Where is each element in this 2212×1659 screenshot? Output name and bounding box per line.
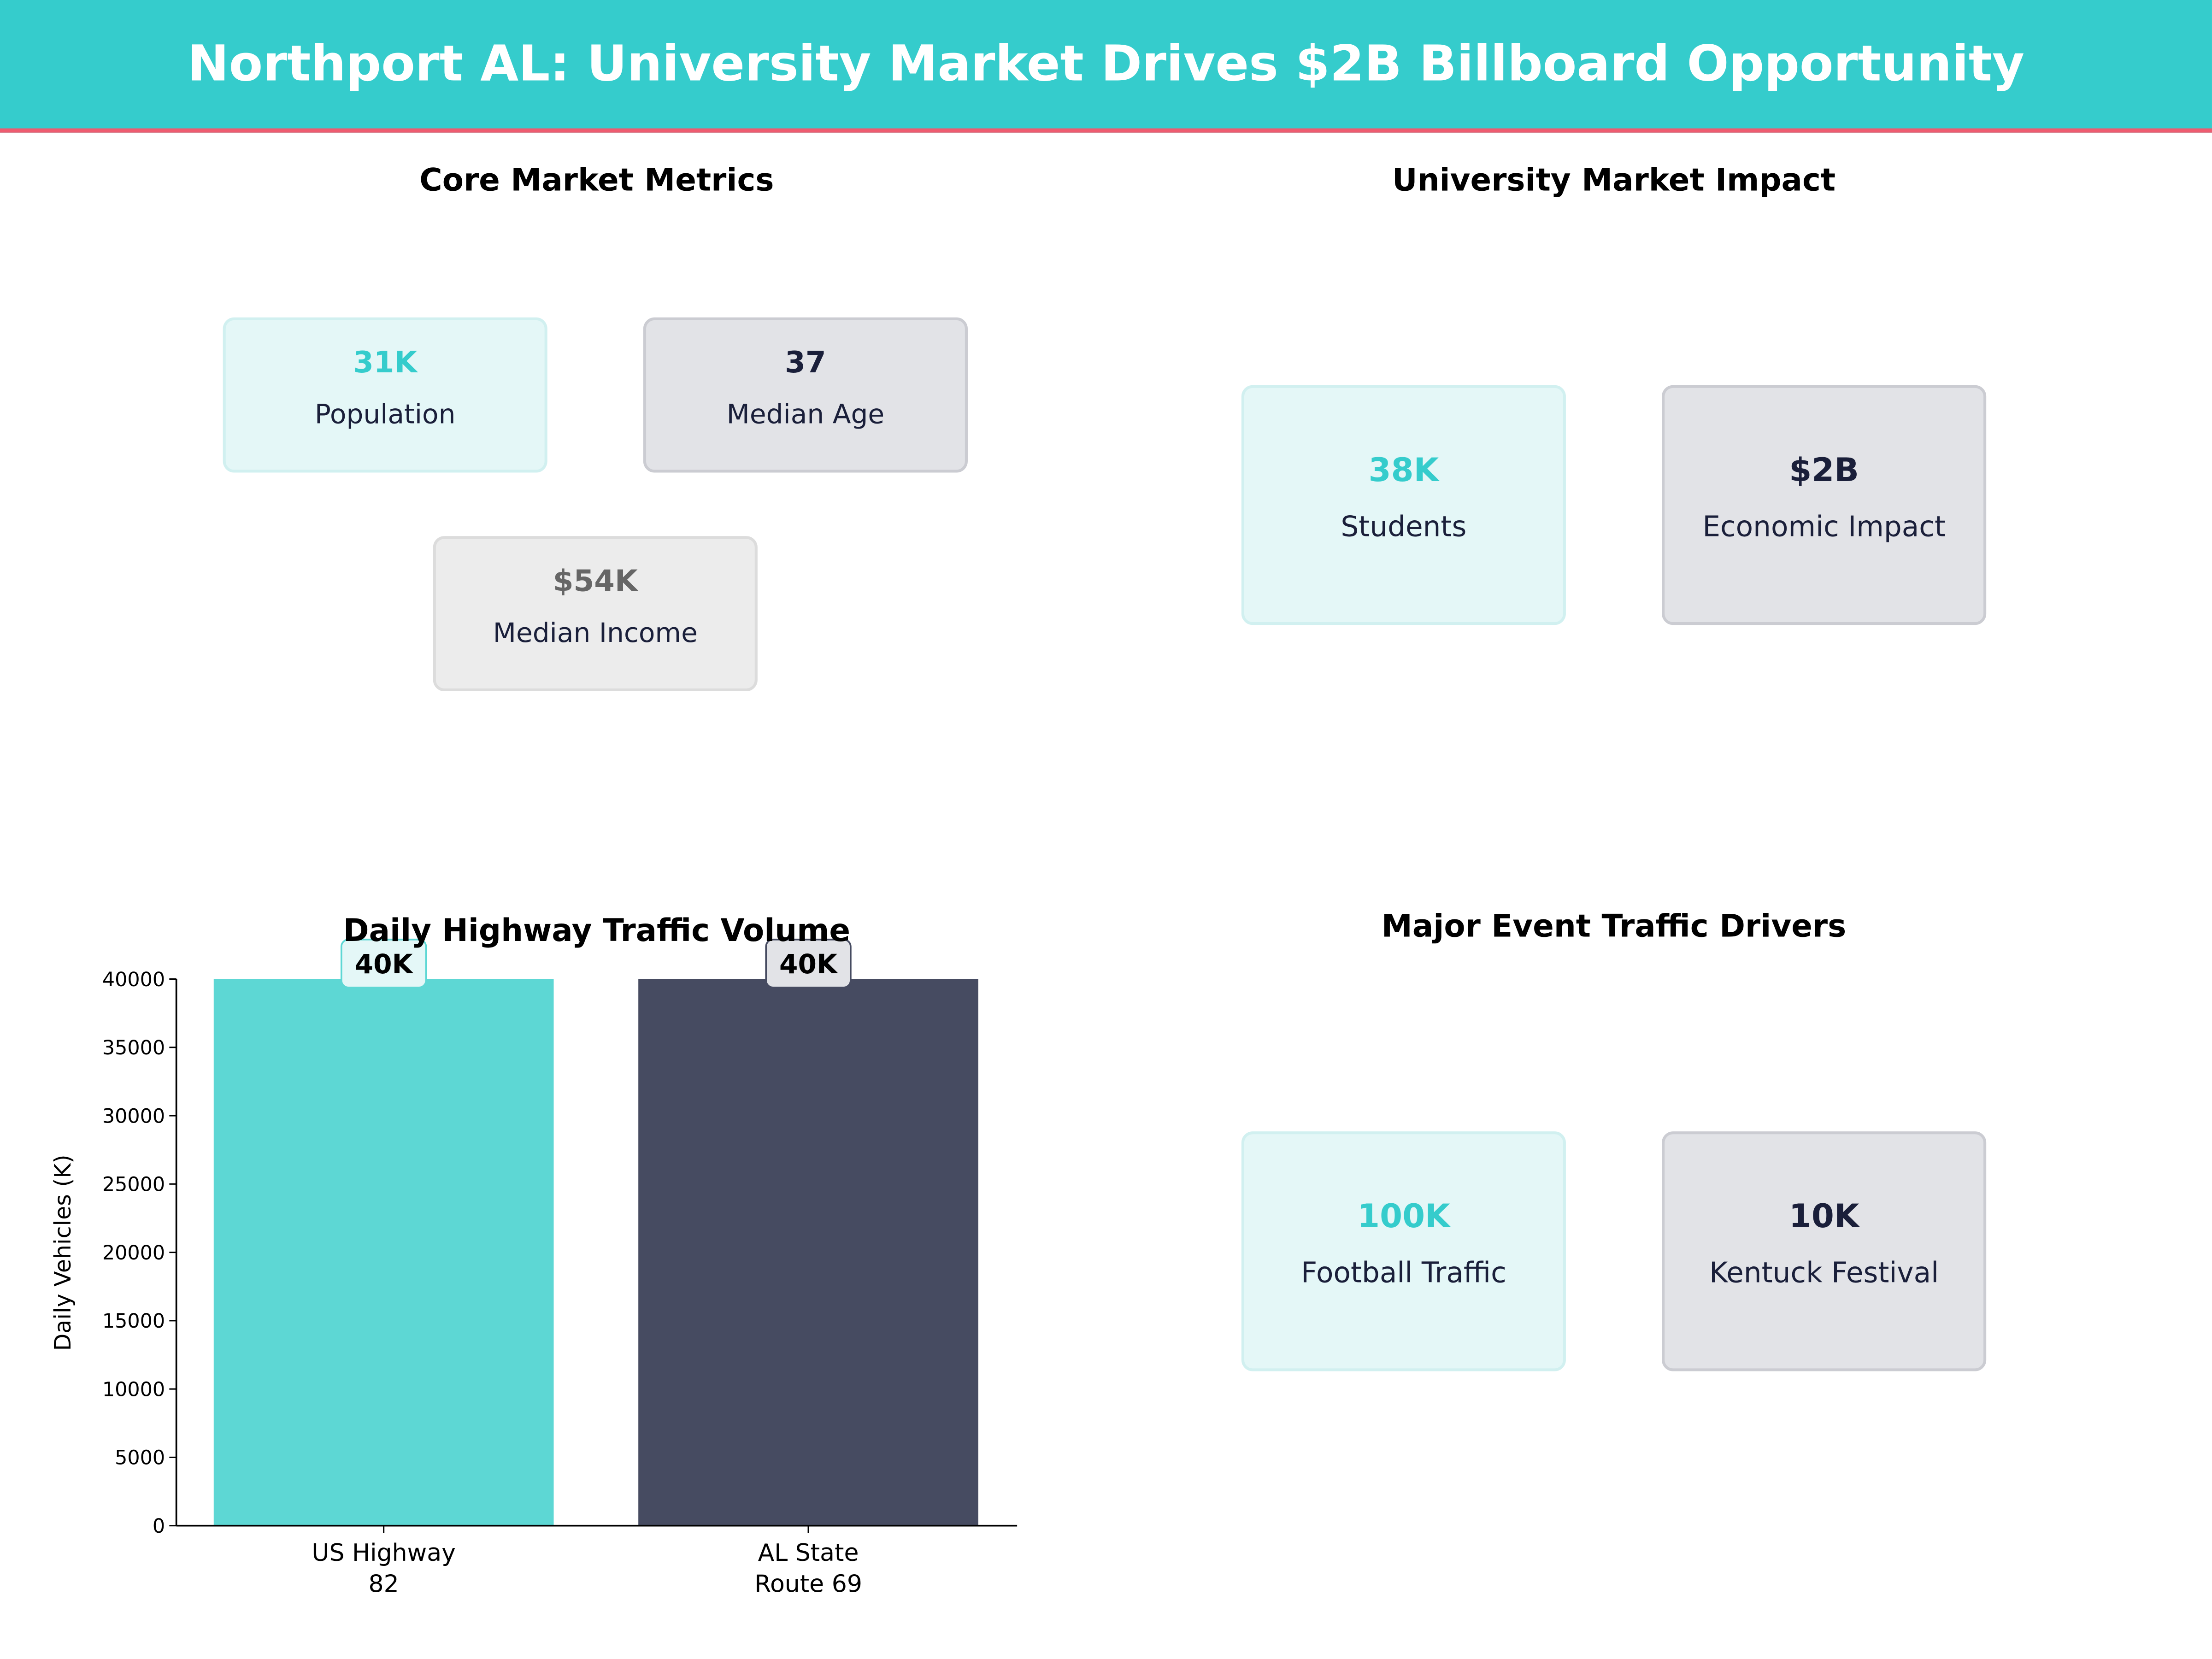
kentuck-value: 10K xyxy=(1788,1199,1859,1236)
y-tick-label: 0 xyxy=(153,1515,165,1538)
kentuck-card: 10K Kentuck Festival xyxy=(1662,1131,1987,1371)
bar xyxy=(638,979,978,1526)
median-income-card: $54K Median Income xyxy=(433,536,758,691)
economic-impact-card: $2B Economic Impact xyxy=(1662,385,1987,625)
events-title: Major Event Traffic Drivers xyxy=(1381,910,1847,946)
y-tick-label: 5000 xyxy=(115,1447,165,1470)
median-age-value: 37 xyxy=(785,345,826,380)
y-tick-label: 40000 xyxy=(102,968,165,991)
data-label-box xyxy=(340,938,427,988)
students-label: Students xyxy=(1341,509,1467,543)
population-label: Population xyxy=(314,399,456,430)
economic-impact-value: $2B xyxy=(1789,453,1859,490)
x-tick-label: Route 69 xyxy=(754,1571,862,1598)
data-label: 40K xyxy=(779,948,838,980)
x-tick-label: AL State xyxy=(758,1539,859,1567)
data-label-box xyxy=(765,938,852,988)
x-tick-label: US Highway xyxy=(312,1539,455,1567)
bar xyxy=(213,979,554,1526)
population-value: 31K xyxy=(353,345,418,380)
y-tick-label: 30000 xyxy=(102,1105,165,1128)
median-age-label: Median Age xyxy=(726,399,885,430)
data-label: 40K xyxy=(355,948,414,980)
kentuck-label: Kentuck Festival xyxy=(1709,1255,1939,1289)
y-tick-label: 15000 xyxy=(102,1310,165,1333)
y-tick-label: 20000 xyxy=(102,1241,165,1265)
chart-title: Daily Highway Traffic Volume xyxy=(343,912,850,948)
university-title: University Market Impact xyxy=(1392,164,1836,199)
football-label: Football Traffic xyxy=(1301,1255,1506,1289)
median-age-card: 37 Median Age xyxy=(643,317,968,473)
y-tick-label: 35000 xyxy=(102,1036,165,1059)
median-income-label: Median Income xyxy=(493,618,698,649)
football-card: 100K Football Traffic xyxy=(1241,1131,1566,1371)
header-banner: Northport AL: University Market Drives $… xyxy=(0,0,2212,133)
page-title: Northport AL: University Market Drives $… xyxy=(187,36,2024,93)
economic-impact-label: Economic Impact xyxy=(1702,509,1946,543)
median-income-value: $54K xyxy=(553,564,638,598)
students-card: 38K Students xyxy=(1241,385,1566,625)
football-value: 100K xyxy=(1357,1199,1450,1236)
core-metrics-title: Core Market Metrics xyxy=(419,164,774,199)
population-card: 31K Population xyxy=(223,317,547,473)
y-tick-label: 10000 xyxy=(102,1378,165,1401)
y-axis-label: Daily Vehicles (K) xyxy=(50,1154,76,1351)
students-value: 38K xyxy=(1368,453,1439,490)
x-tick-label: 82 xyxy=(369,1571,399,1598)
y-tick-label: 25000 xyxy=(102,1173,165,1196)
